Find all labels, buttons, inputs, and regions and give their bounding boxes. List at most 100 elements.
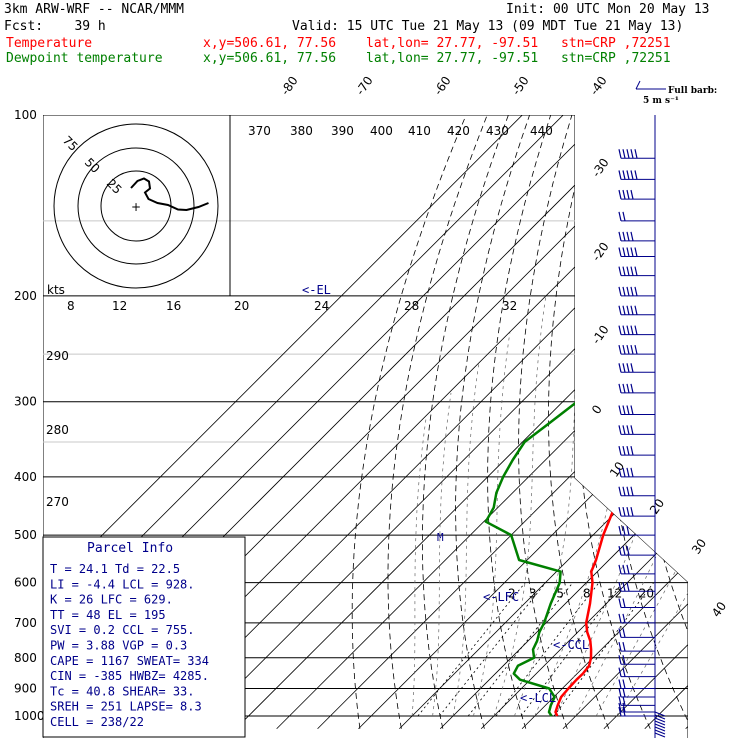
hodo-center-marker: + bbox=[131, 200, 141, 214]
isotherm-label: -30 bbox=[589, 156, 612, 180]
wind-barb bbox=[618, 383, 655, 394]
theta-label: 430 bbox=[486, 124, 509, 138]
wind-barb bbox=[618, 170, 655, 180]
isotherm-line bbox=[194, 115, 688, 730]
wind-barb-feather bbox=[622, 702, 626, 713]
parcel-row: CELL = 238/22 bbox=[50, 715, 144, 729]
wind-barb bbox=[618, 564, 655, 575]
isotherm-label: -80 bbox=[278, 74, 301, 98]
wind-barb-feather bbox=[626, 564, 630, 574]
wind-barb-feather bbox=[622, 247, 626, 257]
parcel-row: SREH = 251 LAPSE= 8.3 bbox=[50, 700, 202, 714]
wind-barb-feather bbox=[630, 305, 634, 315]
parcel-row: Tc = 40.8 SHEAR= 33. bbox=[50, 684, 195, 698]
isotherm-label: 0 bbox=[589, 402, 605, 416]
wind-barb-feather bbox=[622, 706, 626, 717]
isotherm-label: 20 bbox=[647, 496, 667, 517]
wind-barb bbox=[618, 286, 655, 297]
wind-barb bbox=[618, 696, 655, 706]
wind-barb-feather bbox=[630, 363, 634, 373]
dry-adiabat-line bbox=[605, 115, 688, 729]
wind-barb-feather bbox=[618, 667, 622, 677]
wind-barb bbox=[618, 445, 655, 456]
isotherm-label: -40 bbox=[587, 74, 610, 98]
wind-barb-feather bbox=[622, 655, 626, 665]
wind-barb-feather bbox=[626, 383, 630, 394]
wind-barb bbox=[618, 613, 655, 624]
wind-barb-feather bbox=[618, 546, 622, 556]
parcel-row: SVI = 0.2 CCL = 755. bbox=[50, 623, 195, 637]
moist-adiabat-line bbox=[514, 295, 583, 717]
theta-label: 410 bbox=[408, 124, 431, 138]
hodo-ring bbox=[77, 147, 195, 265]
isotherm-line bbox=[235, 115, 688, 730]
pressure-tick-label: 200 bbox=[14, 289, 37, 303]
hodo-speed-tick: 32 bbox=[502, 299, 517, 313]
wind-barb bbox=[618, 467, 655, 478]
lfc-marker: <-LFC bbox=[483, 590, 519, 604]
m-marker: M bbox=[437, 531, 444, 544]
wind-barb-feather bbox=[618, 231, 622, 242]
wind-barb-feather bbox=[622, 189, 626, 200]
theta-label: 390 bbox=[331, 124, 354, 138]
wind-barb-feather bbox=[618, 655, 622, 665]
mixing-ratio-line bbox=[439, 582, 547, 717]
wind-barb-feather bbox=[618, 345, 622, 355]
wind-barb-feather bbox=[630, 325, 634, 335]
wind-barb-feather bbox=[618, 564, 622, 574]
dry-adiabat-line bbox=[548, 115, 610, 729]
dry-adiabat-line bbox=[421, 115, 509, 729]
barb-key-title: Full barb: bbox=[668, 86, 717, 96]
parcel-row: K = 26 LFC = 629. bbox=[50, 593, 173, 607]
isotherm-line bbox=[562, 115, 688, 730]
wind-barb-feather bbox=[634, 345, 638, 355]
wind-barb-feather bbox=[626, 425, 630, 435]
isotherm-line bbox=[439, 115, 688, 730]
wind-barb-feather bbox=[622, 149, 626, 159]
wind-barb-feather bbox=[626, 405, 630, 415]
wind-barb-feather bbox=[630, 507, 634, 517]
wind-barb-feather bbox=[626, 189, 630, 200]
wind-barb-feather bbox=[630, 425, 634, 435]
wind-barb bbox=[618, 582, 655, 592]
pressure-tick-label: 300 bbox=[14, 395, 37, 409]
temperature-profile-line bbox=[554, 115, 688, 717]
wind-barb-feather bbox=[618, 325, 622, 335]
pressure-tick-label: 800 bbox=[14, 651, 37, 665]
pressure-tick-label: 900 bbox=[14, 681, 37, 695]
wind-barb-feather bbox=[618, 170, 622, 180]
wind-barb-feather bbox=[630, 383, 634, 394]
isotherm-label: -70 bbox=[353, 74, 376, 98]
wind-barb-feather bbox=[626, 525, 630, 536]
wind-barb bbox=[618, 189, 655, 200]
wind-barb bbox=[618, 231, 655, 242]
hodo-speed-tick: 24 bbox=[314, 299, 329, 313]
wind-barb-feather bbox=[618, 266, 622, 276]
wind-barb-feather bbox=[622, 642, 626, 652]
wind-barb bbox=[618, 598, 655, 609]
wind-barb-feather bbox=[626, 546, 630, 556]
hodo-speed-tick: 16 bbox=[166, 299, 181, 313]
wind-barb-feather bbox=[622, 598, 626, 608]
wind-barb-feather bbox=[622, 486, 626, 496]
forecast-hour: Fcst: 39 h bbox=[4, 19, 106, 34]
hodo-speed-tick: 20 bbox=[234, 299, 249, 313]
barb-key-value: 5 m s⁻¹ bbox=[643, 96, 679, 106]
wind-barb-feather bbox=[626, 286, 630, 297]
isotherm-line bbox=[644, 115, 688, 730]
wind-barb-feather bbox=[626, 305, 630, 315]
wind-barb-feather bbox=[634, 286, 638, 297]
wind-barb-feather bbox=[626, 231, 630, 242]
low-barb-stroke bbox=[654, 711, 666, 717]
profile-layer bbox=[484, 115, 688, 717]
wind-barb-feather bbox=[630, 486, 634, 496]
wind-barb bbox=[618, 642, 655, 652]
dry-adiabat-line bbox=[351, 115, 467, 729]
wind-barb-feather bbox=[626, 325, 630, 335]
temp-latlon: lat,lon= 27.77, -97.51 bbox=[366, 36, 539, 51]
isotherm-line bbox=[43, 115, 536, 730]
wind-barb bbox=[618, 706, 655, 717]
wind-barb-feather bbox=[630, 231, 634, 242]
isotherm-label: -60 bbox=[431, 74, 454, 98]
